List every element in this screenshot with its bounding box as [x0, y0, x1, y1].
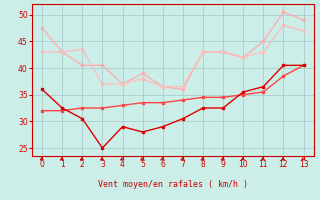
X-axis label: Vent moyen/en rafales ( km/h ): Vent moyen/en rafales ( km/h )	[98, 180, 248, 189]
